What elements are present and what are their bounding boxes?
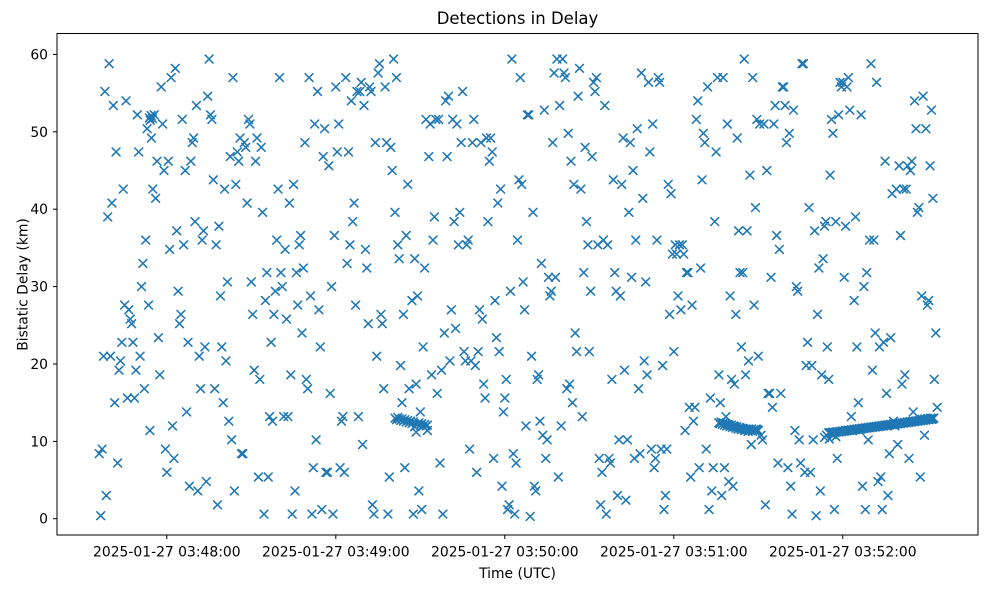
x-tick-label: 2025-01-27 03:51:00 xyxy=(600,545,748,561)
x-axis-label: Time (UTC) xyxy=(478,566,556,582)
y-tick-label: 10 xyxy=(30,434,48,450)
y-axis-ticks: 0 10 20 30 40 50 60 xyxy=(30,47,57,528)
plot-area xyxy=(56,33,979,536)
series-target-track-2 xyxy=(714,417,763,436)
series-overlap-clump-0348 xyxy=(144,110,158,125)
y-tick-label: 50 xyxy=(30,125,48,141)
y-tick-label: 20 xyxy=(30,357,48,373)
y-tick-label: 60 xyxy=(30,47,48,63)
x-tick-label: 2025-01-27 03:49:00 xyxy=(262,545,410,561)
x-tick-label: 2025-01-27 03:50:00 xyxy=(431,545,579,561)
y-tick-label: 40 xyxy=(30,202,48,218)
y-tick-label: 30 xyxy=(30,280,48,296)
x-axis-ticks: 2025-01-27 03:48:00 2025-01-27 03:49:00 20… xyxy=(93,535,917,561)
series-clutter-detections xyxy=(94,54,942,522)
x-tick-label: 2025-01-27 03:48:00 xyxy=(93,545,241,561)
x-tick-label: 2025-01-27 03:52:00 xyxy=(769,545,917,561)
series-target-track-3 xyxy=(819,413,939,444)
series-target-track-1 xyxy=(390,412,433,437)
chart-title: Detections in Delay xyxy=(437,9,599,28)
scatter-points xyxy=(94,54,942,522)
y-tick-label: 0 xyxy=(39,512,48,528)
y-axis-label: Bistatic Delay (km) xyxy=(16,218,32,351)
